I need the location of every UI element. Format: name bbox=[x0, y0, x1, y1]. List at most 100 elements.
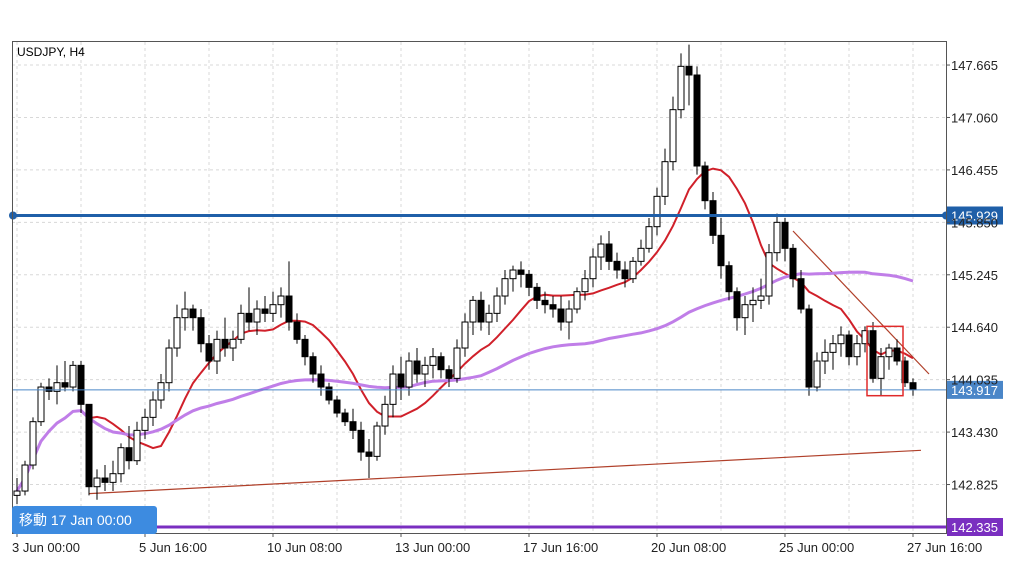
candle[interactable] bbox=[765, 244, 773, 305]
candle[interactable] bbox=[525, 270, 533, 297]
candle[interactable] bbox=[269, 291, 277, 323]
candle[interactable] bbox=[189, 304, 197, 331]
candle[interactable] bbox=[549, 296, 557, 318]
candle[interactable] bbox=[133, 421, 141, 466]
candle[interactable] bbox=[85, 403, 93, 496]
candle[interactable] bbox=[821, 339, 829, 375]
candle[interactable] bbox=[645, 218, 653, 253]
candle[interactable] bbox=[325, 382, 333, 405]
candle[interactable] bbox=[877, 348, 885, 396]
candle[interactable] bbox=[773, 213, 781, 262]
horizontal-line-1[interactable]: 143.917 bbox=[12, 380, 1003, 399]
candle[interactable] bbox=[605, 231, 613, 271]
candle[interactable] bbox=[21, 460, 29, 496]
price-axis[interactable]: 147.665 147.060 146.455 145.850 145.245 144.6… bbox=[946, 58, 998, 493]
candle[interactable] bbox=[797, 270, 805, 314]
candle[interactable] bbox=[733, 287, 741, 331]
candle[interactable] bbox=[373, 421, 381, 461]
candle[interactable] bbox=[445, 365, 453, 388]
candle[interactable] bbox=[757, 278, 765, 310]
candle[interactable] bbox=[629, 257, 637, 284]
candle[interactable] bbox=[69, 361, 77, 392]
candle[interactable] bbox=[901, 356, 909, 388]
candle[interactable] bbox=[509, 265, 517, 292]
candle[interactable] bbox=[173, 304, 181, 357]
candle[interactable] bbox=[141, 408, 149, 440]
candle[interactable] bbox=[421, 356, 429, 388]
candle[interactable] bbox=[709, 192, 717, 245]
candle[interactable] bbox=[669, 96, 677, 171]
candle[interactable] bbox=[717, 218, 725, 279]
candle[interactable] bbox=[461, 313, 469, 357]
horizontal-lines[interactable]: 145.929 143.917 142.335 bbox=[9, 206, 1003, 536]
candle[interactable] bbox=[829, 335, 837, 370]
candle[interactable] bbox=[749, 287, 757, 323]
candle[interactable] bbox=[533, 283, 541, 310]
candle[interactable] bbox=[909, 378, 917, 396]
candle[interactable] bbox=[101, 465, 109, 492]
candle[interactable] bbox=[781, 218, 789, 262]
candle[interactable] bbox=[29, 417, 37, 470]
candle[interactable] bbox=[677, 53, 685, 119]
candle[interactable] bbox=[557, 296, 565, 331]
candle[interactable] bbox=[861, 326, 869, 353]
candle[interactable] bbox=[381, 395, 389, 435]
candle[interactable] bbox=[813, 352, 821, 392]
candle[interactable] bbox=[93, 469, 101, 500]
candle[interactable] bbox=[661, 148, 669, 206]
candle[interactable] bbox=[517, 261, 525, 288]
candle[interactable] bbox=[389, 365, 397, 418]
candle[interactable] bbox=[397, 356, 405, 401]
candle[interactable] bbox=[501, 270, 509, 305]
candle[interactable] bbox=[45, 378, 53, 401]
candle[interactable] bbox=[589, 248, 597, 288]
candle[interactable] bbox=[117, 443, 125, 483]
candle[interactable] bbox=[125, 426, 133, 470]
candle[interactable] bbox=[637, 239, 645, 266]
candle[interactable] bbox=[869, 322, 877, 383]
candle[interactable] bbox=[789, 244, 797, 288]
candle[interactable] bbox=[277, 287, 285, 318]
candle[interactable] bbox=[693, 66, 701, 175]
candle[interactable] bbox=[205, 335, 213, 370]
candle[interactable] bbox=[181, 291, 189, 331]
candle[interactable] bbox=[221, 317, 229, 357]
candle[interactable] bbox=[685, 44, 693, 106]
candle[interactable] bbox=[301, 335, 309, 366]
candle[interactable] bbox=[285, 261, 293, 331]
candle[interactable] bbox=[485, 304, 493, 336]
navigation-tag[interactable]: 移動 17 Jan 00:00 bbox=[12, 506, 157, 534]
candle[interactable] bbox=[621, 261, 629, 288]
candle[interactable] bbox=[885, 343, 893, 370]
candle[interactable] bbox=[477, 291, 485, 331]
candle[interactable] bbox=[245, 287, 253, 331]
candle[interactable] bbox=[573, 287, 581, 314]
candle[interactable] bbox=[493, 287, 501, 323]
candle[interactable] bbox=[349, 408, 357, 440]
candle[interactable] bbox=[149, 391, 157, 427]
candle[interactable] bbox=[413, 348, 421, 383]
candle[interactable] bbox=[469, 296, 477, 336]
candle[interactable] bbox=[317, 365, 325, 396]
candle[interactable] bbox=[197, 309, 205, 353]
candle[interactable] bbox=[437, 352, 445, 379]
candle[interactable] bbox=[565, 300, 573, 340]
candle[interactable] bbox=[165, 339, 173, 392]
candle[interactable] bbox=[725, 261, 733, 301]
candle[interactable] bbox=[229, 330, 237, 362]
candle[interactable] bbox=[653, 187, 661, 236]
horizontal-line-2[interactable]: 142.335 bbox=[12, 518, 1003, 536]
candle[interactable] bbox=[213, 330, 221, 375]
candle[interactable] bbox=[77, 361, 85, 414]
candle[interactable] bbox=[365, 439, 373, 479]
candle[interactable] bbox=[293, 313, 301, 344]
candle[interactable] bbox=[613, 252, 621, 279]
time-axis[interactable]: 3 Jun 00:00 5 Jun 16:00 10 Jun 08:00 13 Jun… bbox=[12, 533, 982, 555]
candle[interactable] bbox=[453, 339, 461, 383]
candle[interactable] bbox=[309, 352, 317, 383]
candle[interactable] bbox=[109, 460, 117, 492]
candles[interactable] bbox=[13, 44, 917, 505]
horizontal-line-0[interactable]: 145.929 bbox=[9, 206, 1003, 225]
candle[interactable] bbox=[13, 478, 21, 505]
candle[interactable] bbox=[261, 296, 269, 323]
